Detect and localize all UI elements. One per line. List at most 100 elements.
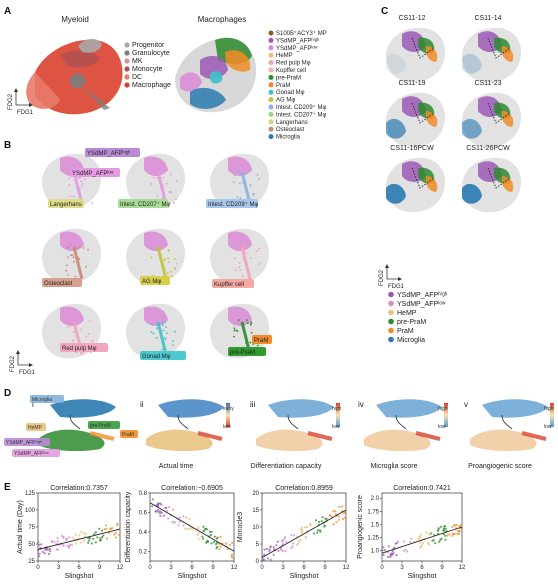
cell-dot bbox=[170, 190, 172, 193]
data-point bbox=[213, 540, 216, 544]
x-axis-label: Slingshot bbox=[408, 573, 437, 580]
data-point bbox=[318, 520, 321, 524]
cell-dot bbox=[250, 321, 253, 323]
cell-dot bbox=[83, 178, 86, 181]
cell-dot bbox=[161, 184, 164, 186]
trend-line bbox=[37, 528, 121, 550]
data-point bbox=[205, 528, 208, 531]
data-point bbox=[66, 544, 69, 547]
cell-dot bbox=[244, 245, 246, 247]
cell-dot bbox=[246, 252, 249, 255]
data-point bbox=[338, 505, 341, 509]
cell-dot bbox=[76, 187, 79, 190]
cell-dot bbox=[88, 320, 91, 322]
panel-c-legend-swatch bbox=[388, 309, 394, 316]
cell-dot bbox=[245, 262, 248, 265]
cell-dot bbox=[176, 263, 179, 265]
cell-dot bbox=[249, 324, 252, 326]
panel-d-trees: i ii iii iv vMicrogliapre-PraMHeMPPraMYSdMP_… bbox=[4, 395, 554, 470]
cell-dot bbox=[74, 275, 77, 278]
data-point bbox=[444, 534, 447, 537]
cell-dot bbox=[79, 177, 81, 179]
data-point bbox=[116, 522, 119, 525]
data-point bbox=[163, 514, 166, 517]
tree-top-branch bbox=[268, 399, 334, 418]
panel-c-maps: CS11-12 CS11-14 CS11-19 CS11-23 CS11-16PCW CS… bbox=[386, 15, 522, 213]
data-point bbox=[65, 538, 68, 541]
cell-dot bbox=[162, 329, 165, 332]
panel-b-map bbox=[210, 228, 270, 284]
panel-c-legend-swatch bbox=[388, 327, 394, 334]
data-point bbox=[402, 549, 405, 552]
panel-b-label: Kupffer cell bbox=[214, 282, 244, 288]
panel-b-label: YSdMP_AFPʰⁱᵍʰ bbox=[87, 149, 130, 157]
panel-d-roman: i bbox=[32, 400, 34, 409]
panel-b-label-bg bbox=[70, 168, 120, 177]
trajectory-arrow bbox=[411, 37, 435, 59]
data-point bbox=[93, 532, 96, 536]
cell-dot bbox=[163, 337, 166, 339]
data-point bbox=[226, 548, 229, 551]
x-tick-label: 0 bbox=[36, 565, 40, 571]
data-point bbox=[299, 538, 302, 541]
panel-b-label: Intest. CD209⁺ Mφ bbox=[208, 201, 259, 208]
myeloid-legend: ProgenitorGranulocyteMKMonocyteDCMacroph… bbox=[124, 42, 171, 89]
trajectory-line bbox=[395, 414, 407, 430]
data-point bbox=[182, 524, 185, 527]
myeloid-legend-label: Macrophage bbox=[132, 82, 171, 89]
macrophages-title: Macrophages bbox=[198, 15, 246, 24]
data-point bbox=[197, 525, 200, 529]
data-point bbox=[62, 544, 65, 547]
cell-dot bbox=[250, 331, 253, 334]
cell-dot bbox=[244, 261, 247, 264]
data-point bbox=[47, 548, 50, 551]
tree-top-branch bbox=[158, 399, 224, 418]
data-point bbox=[157, 502, 160, 505]
cell-dot bbox=[172, 344, 174, 347]
myeloid-legend-swatch bbox=[124, 50, 130, 56]
tree-bottom-branch bbox=[146, 429, 213, 452]
cell-dot bbox=[249, 341, 252, 344]
data-point bbox=[330, 515, 333, 518]
chart-frame bbox=[381, 492, 463, 562]
cell-dot bbox=[234, 269, 237, 272]
data-point bbox=[300, 531, 304, 534]
macrophage-embedding bbox=[175, 37, 257, 113]
cell-dot bbox=[80, 274, 82, 277]
tree-pram-branch bbox=[415, 431, 441, 441]
data-point bbox=[156, 509, 160, 512]
cell-dot bbox=[241, 275, 244, 277]
data-point bbox=[442, 527, 445, 530]
macro-legend-label: Microglia bbox=[276, 135, 301, 141]
data-point bbox=[304, 536, 307, 539]
cell-dot bbox=[238, 262, 241, 264]
macro-legend-swatch bbox=[268, 37, 274, 43]
pram-cluster bbox=[426, 46, 438, 62]
cell-dot bbox=[72, 256, 75, 259]
data-point bbox=[71, 543, 74, 547]
data-point bbox=[105, 527, 108, 530]
cell-dot bbox=[161, 197, 164, 200]
cell-dot bbox=[77, 177, 80, 179]
data-point bbox=[296, 543, 299, 547]
tree-top-branch bbox=[50, 399, 116, 418]
trajectory-arrow bbox=[487, 167, 511, 189]
data-point bbox=[428, 532, 431, 535]
macro-legend-swatch bbox=[268, 97, 274, 103]
cell-dot bbox=[167, 257, 170, 260]
data-point bbox=[328, 514, 332, 517]
data-point bbox=[444, 538, 447, 541]
panel-c-legend-swatch bbox=[388, 291, 394, 298]
panel-c-legend-label: pre-PraM bbox=[397, 319, 426, 326]
data-point bbox=[80, 530, 83, 534]
data-point bbox=[442, 533, 445, 536]
data-point bbox=[92, 537, 95, 540]
panel-d-label: pre-PraM bbox=[90, 423, 111, 429]
data-point bbox=[230, 553, 233, 557]
macro-legend-label: YSdMP_AFPʰⁱᵍʰ bbox=[276, 36, 319, 44]
data-point bbox=[268, 548, 271, 551]
data-point bbox=[84, 532, 87, 535]
data-point bbox=[151, 505, 154, 508]
panel-c-title: CS11-26PCW bbox=[466, 145, 510, 152]
